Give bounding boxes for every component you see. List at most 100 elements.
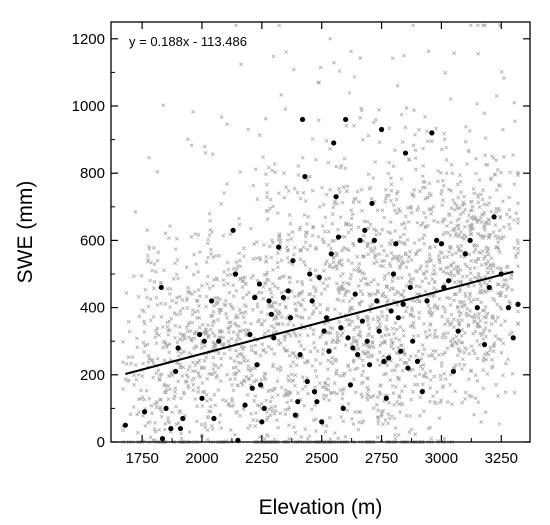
sample-point	[359, 318, 365, 324]
sample-point	[297, 352, 303, 358]
sample-point	[410, 338, 416, 344]
sample-point	[438, 241, 445, 247]
plot-frame	[110, 21, 531, 443]
sample-point	[180, 415, 186, 422]
sample-point	[374, 298, 380, 304]
sample-point	[208, 298, 215, 304]
background-points-layer	[121, 23, 520, 444]
sample-point	[335, 234, 342, 240]
sample-point	[462, 251, 468, 257]
sample-point	[307, 271, 313, 277]
sample-point	[302, 173, 308, 180]
sample-point	[419, 389, 425, 395]
sample-point	[405, 365, 411, 371]
sample-point	[295, 399, 301, 405]
sample-point	[323, 315, 330, 321]
sample-point	[386, 355, 392, 361]
sample-point	[376, 328, 382, 334]
sample-point	[256, 281, 263, 287]
sample-point	[400, 301, 406, 307]
sample-point	[199, 395, 205, 401]
x-tick-label: 2000	[185, 450, 218, 467]
sample-point	[159, 436, 166, 442]
sample-point	[505, 305, 512, 311]
sample-point	[321, 328, 327, 334]
y-axis-title: SWE (mm)	[14, 181, 37, 284]
sample-point	[299, 116, 306, 123]
sample-point	[276, 244, 282, 250]
ticks-layer: 1750 2000 2250 2500 2750 3000 3250 0 200 400 600 80…	[72, 22, 530, 467]
sample-point	[369, 200, 375, 207]
sample-point	[414, 358, 421, 364]
sample-point	[434, 237, 440, 243]
sample-point	[491, 214, 497, 220]
sample-point	[347, 382, 354, 388]
sample-point	[402, 150, 409, 156]
sample-point	[242, 402, 248, 408]
sample-point	[311, 389, 318, 395]
sample-point	[326, 348, 332, 354]
sample-point	[163, 405, 169, 411]
sample-point	[266, 298, 272, 304]
sample-point	[395, 315, 401, 321]
sample-point	[287, 315, 294, 321]
sample-point	[201, 338, 207, 344]
sample-point	[268, 311, 275, 317]
x-tick-label: 3000	[425, 450, 458, 467]
sample-point	[261, 405, 267, 411]
sample-point	[285, 288, 291, 294]
sample-point	[381, 358, 387, 364]
sample-point	[328, 251, 334, 257]
regression-line	[125, 270, 514, 375]
sample-point	[177, 425, 184, 432]
sample-point	[247, 331, 253, 338]
sample-point	[280, 294, 286, 301]
sample-point	[383, 395, 389, 401]
sample-point	[254, 362, 260, 368]
sample-point	[175, 345, 181, 351]
sample-point	[364, 338, 370, 344]
sample-point	[196, 331, 203, 338]
sample-point	[393, 241, 399, 247]
sample-point	[515, 301, 521, 307]
sample-point	[455, 328, 461, 334]
sample-point	[331, 140, 337, 146]
sample-point	[316, 274, 322, 280]
sample-point	[252, 294, 258, 301]
sample-point	[173, 368, 179, 375]
sample-point	[378, 126, 385, 133]
sample-point	[362, 227, 368, 233]
sample-point	[319, 419, 325, 425]
x-tick-label: 2250	[245, 450, 278, 467]
sample-point	[343, 116, 349, 123]
sample-point	[445, 278, 452, 284]
y-tick-label: 1000	[72, 98, 105, 115]
regression-equation: y = 0.188x - 113.486	[129, 34, 247, 49]
sample-point	[424, 298, 430, 304]
sample-point	[345, 335, 351, 341]
sample-point	[314, 399, 320, 405]
y-tick-label: 1200	[72, 31, 105, 48]
sample-point	[249, 385, 255, 391]
sample-point	[407, 284, 413, 291]
y-tick-label: 400	[80, 300, 105, 317]
sample-point	[350, 345, 356, 351]
sample-point	[450, 368, 456, 375]
x-tick-label: 2500	[305, 450, 338, 467]
sample-point	[366, 362, 373, 368]
sample-point	[357, 237, 363, 243]
sample-point	[230, 227, 236, 233]
y-tick-label: 200	[80, 367, 105, 384]
sample-point	[371, 237, 377, 243]
sample-point	[216, 338, 222, 344]
sample-point	[388, 308, 394, 314]
sample-point	[304, 378, 310, 385]
y-tick-label: 800	[80, 165, 105, 182]
sample-point	[467, 237, 473, 243]
sample-point	[292, 412, 298, 418]
background-point-markers	[121, 23, 520, 444]
y-tick-label: 600	[80, 232, 105, 249]
sample-point	[481, 341, 488, 348]
